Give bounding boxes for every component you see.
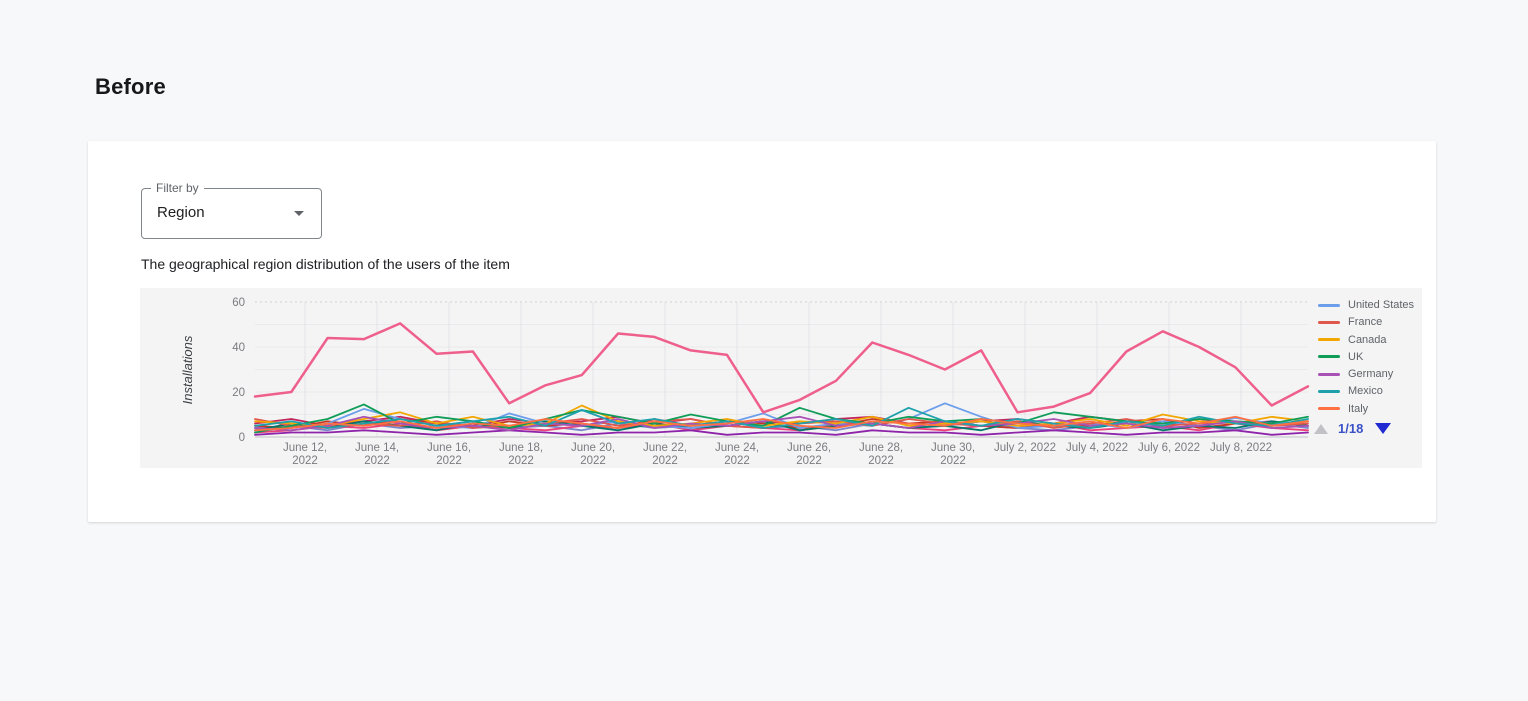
svg-text:July 6, 2022: July 6, 2022 [1138,442,1200,454]
legend-label: Mexico [1348,385,1383,398]
legend-item: Mexico [1318,385,1422,397]
svg-text:July 8, 2022: July 8, 2022 [1210,442,1272,454]
legend-label: United States [1348,299,1415,311]
page-down-icon[interactable] [1375,423,1392,434]
legend-label: UK [1348,350,1364,363]
svg-text:June 28,2022: June 28, 2022 [859,442,903,467]
svg-text:20: 20 [232,387,245,399]
legend-swatch-icon [1318,338,1340,342]
legend-swatch-icon [1318,407,1340,411]
svg-text:June 22,2022: June 22, 2022 [643,442,687,467]
chart-panel: 0 20 40 60 Installations June 12, 2022 June 14,… [140,288,1422,468]
chart-description: The geographical region distribution of … [141,256,510,272]
region-filter-select[interactable]: Filter by Region [141,181,322,239]
report-card: Filter by Region The geographical region… [88,141,1436,522]
svg-text:40: 40 [232,342,245,354]
legend-swatch-icon [1318,389,1340,393]
legend-label: Italy [1348,402,1369,415]
legend-swatch-icon [1318,320,1340,324]
svg-text:June 16,2022: June 16, 2022 [427,442,471,467]
legend-label: Canada [1348,333,1387,346]
chart-legend: United States France Canada UK Germany Mexico… [1318,299,1422,420]
legend-swatch-icon [1318,303,1340,307]
legend-item: Italy [1318,403,1422,415]
filter-selected-value: Region [157,204,205,221]
svg-text:June 26,2022: June 26, 2022 [787,442,831,467]
svg-text:June 18,2022: June 18, 2022 [499,442,543,467]
svg-text:July 4, 2022: July 4, 2022 [1066,442,1128,454]
legend-label: France [1348,316,1383,329]
svg-text:0: 0 [239,432,245,444]
page-up-icon[interactable] [1314,423,1328,434]
legend-swatch-icon [1318,372,1340,376]
svg-text:June 12,2022: June 12, 2022 [283,442,327,467]
svg-text:June 20,2022: June 20, 2022 [571,442,615,467]
page-title: Before [95,74,166,99]
legend-swatch-icon [1318,355,1340,359]
svg-text:June 14,2022: June 14, 2022 [355,442,399,467]
legend-pagination: 1/18 [1314,421,1392,436]
legend-item: France [1318,316,1422,328]
legend-item: United States [1318,299,1422,311]
legend-item: Germany [1318,368,1422,380]
svg-text:June 24,2022: June 24, 2022 [715,442,759,467]
svg-text:Installations: Installations [180,335,195,404]
svg-text:June 30,2022: June 30, 2022 [931,442,975,467]
dropdown-arrow-icon [294,211,304,216]
legend-label: Germany [1348,368,1394,381]
svg-text:July 2, 2022: July 2, 2022 [994,442,1056,454]
legend-item: UK [1318,351,1422,363]
legend-item: Canada [1318,334,1422,346]
svg-text:60: 60 [232,297,245,309]
page-indicator: 1/18 [1338,421,1364,436]
filter-label: Filter by [151,181,204,195]
